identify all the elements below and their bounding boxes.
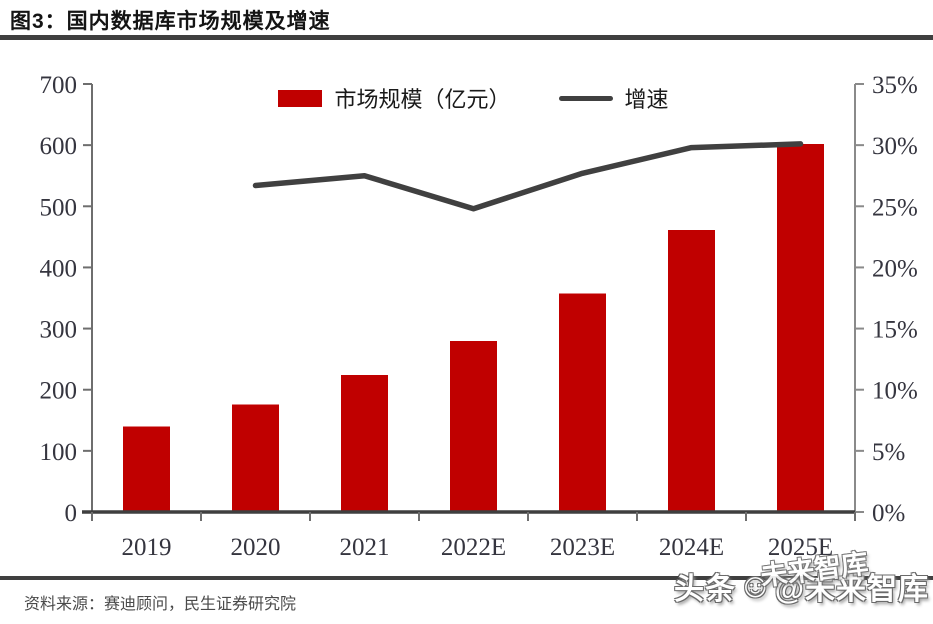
right-axis-tick-label: 5% <box>872 439 905 466</box>
growth-line <box>252 141 804 212</box>
footer-divider <box>0 576 933 580</box>
smiley-face-icon: ☺ <box>738 566 773 605</box>
page-title: 图3：国内数据库市场规模及增速 <box>10 10 331 33</box>
bar-2022E <box>450 340 497 512</box>
legend-label-growth: 增速 <box>624 87 669 112</box>
title-divider <box>0 35 933 40</box>
legend-item-market-size: 市场规模（亿元） <box>278 82 511 114</box>
x-axis-category-label: 2025E <box>768 534 833 561</box>
bar-2025E <box>777 143 824 513</box>
x-axis-category-label: 2019 <box>122 534 172 561</box>
right-axis-tick-label: 35% <box>872 72 918 99</box>
bar-2023E <box>559 293 606 512</box>
x-axis-category-label: 2020 <box>231 534 281 561</box>
left-axis-tick-label: 500 <box>40 194 78 221</box>
line-series-swatch <box>558 95 613 101</box>
left-axis-tick-label: 200 <box>40 378 78 405</box>
chart-legend: 市场规模（亿元） 增速 <box>92 82 855 114</box>
watermark-suffix: @未来智库 <box>774 573 929 606</box>
bar-series-swatch <box>278 89 323 107</box>
watermark: 未来智库 头条 ☺ @未来智库 <box>674 549 929 608</box>
x-axis-category-label: 2022E <box>441 534 506 561</box>
left-axis-tick-label: 700 <box>40 72 78 99</box>
bar-2020 <box>232 404 279 512</box>
right-axis-tick-label: 25% <box>872 194 918 221</box>
left-axis-tick-label: 100 <box>40 439 78 466</box>
bar-2019 <box>123 426 170 512</box>
right-axis-tick-label: 15% <box>872 317 918 344</box>
left-axis-tick-label: 400 <box>40 255 78 282</box>
x-axis-category-label: 2024E <box>659 534 724 561</box>
x-axis-category-label: 2023E <box>550 534 615 561</box>
legend-item-growth: 增速 <box>558 82 669 114</box>
watermark-prefix: 头条 <box>674 573 737 606</box>
left-axis-tick-label: 600 <box>40 133 78 160</box>
x-axis-category-label: 2021 <box>340 534 390 561</box>
bar-2021 <box>341 375 388 512</box>
left-axis-tick-label: 0 <box>65 500 78 527</box>
legend-label-market-size: 市场规模（亿元） <box>334 87 511 112</box>
bar-2024E <box>668 230 715 513</box>
right-axis-tick-label: 0% <box>872 500 905 527</box>
left-axis-tick-label: 300 <box>40 317 78 344</box>
source-note: 资料来源：赛迪顾问，民生证券研究院 <box>24 596 297 613</box>
right-axis-tick-label: 20% <box>872 255 918 282</box>
right-axis-tick-label: 10% <box>872 378 918 405</box>
right-axis-tick-label: 30% <box>872 133 918 160</box>
